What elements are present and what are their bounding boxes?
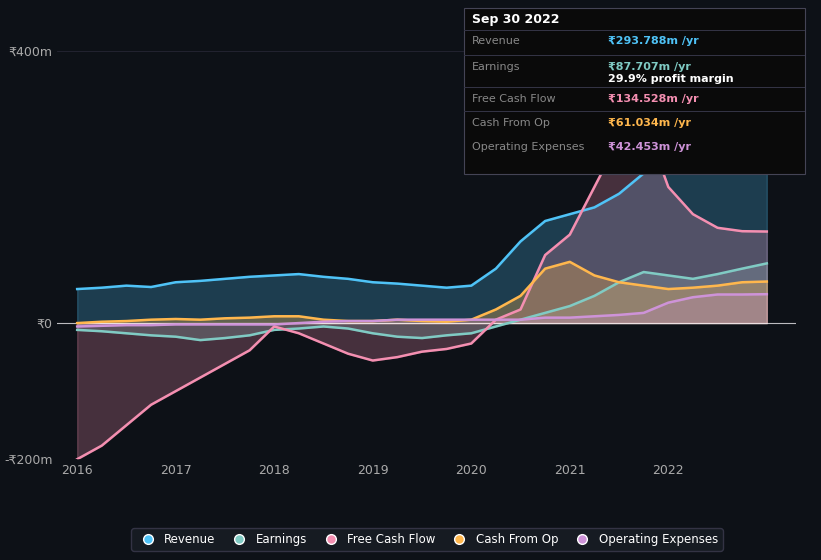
- Text: Earnings: Earnings: [472, 62, 521, 72]
- Text: Revenue: Revenue: [472, 36, 521, 46]
- Text: Sep 30 2022: Sep 30 2022: [472, 13, 560, 26]
- Text: Operating Expenses: Operating Expenses: [472, 142, 585, 152]
- Text: 29.9% profit margin: 29.9% profit margin: [608, 74, 733, 85]
- Text: ₹87.707m /yr: ₹87.707m /yr: [608, 62, 690, 72]
- Text: ₹134.528m /yr: ₹134.528m /yr: [608, 94, 698, 104]
- Text: ₹42.453m /yr: ₹42.453m /yr: [608, 142, 690, 152]
- Text: Cash From Op: Cash From Op: [472, 118, 550, 128]
- Text: Free Cash Flow: Free Cash Flow: [472, 94, 556, 104]
- Legend: Revenue, Earnings, Free Cash Flow, Cash From Op, Operating Expenses: Revenue, Earnings, Free Cash Flow, Cash …: [131, 528, 722, 550]
- Text: ₹293.788m /yr: ₹293.788m /yr: [608, 36, 699, 46]
- Text: ₹61.034m /yr: ₹61.034m /yr: [608, 118, 690, 128]
